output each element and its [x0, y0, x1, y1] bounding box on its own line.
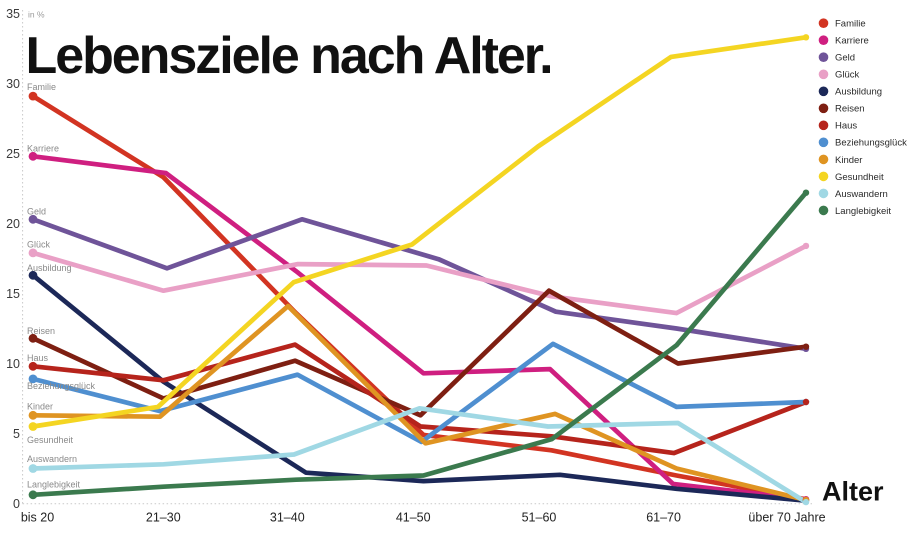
- svg-text:10: 10: [6, 357, 20, 371]
- svg-text:Karriere: Karriere: [27, 144, 59, 154]
- svg-text:25: 25: [6, 147, 20, 161]
- svg-text:über 70 Jahre: über 70 Jahre: [748, 511, 825, 525]
- svg-text:Haus: Haus: [835, 121, 857, 132]
- svg-text:31–40: 31–40: [270, 511, 305, 525]
- svg-text:Ausbildung: Ausbildung: [27, 263, 72, 273]
- svg-text:Karriere: Karriere: [835, 36, 869, 47]
- svg-text:Haus: Haus: [27, 353, 49, 363]
- svg-text:Beziehungsglück: Beziehungsglück: [27, 381, 96, 391]
- svg-text:30: 30: [6, 77, 20, 91]
- svg-text:Reisen: Reisen: [835, 104, 865, 115]
- svg-text:Geld: Geld: [835, 53, 855, 64]
- svg-text:51–60: 51–60: [522, 511, 557, 525]
- svg-text:35: 35: [6, 7, 20, 21]
- svg-text:Ausbildung: Ausbildung: [835, 87, 882, 98]
- svg-text:41–50: 41–50: [396, 511, 431, 525]
- svg-text:Familie: Familie: [835, 19, 866, 30]
- svg-text:Geld: Geld: [27, 207, 46, 217]
- svg-text:Glück: Glück: [835, 70, 860, 81]
- svg-text:Familie: Familie: [27, 82, 56, 92]
- svg-text:Auswandern: Auswandern: [835, 189, 888, 200]
- svg-text:Lebensziele nach Alter.: Lebensziele nach Alter.: [26, 27, 552, 85]
- svg-text:Kinder: Kinder: [835, 155, 862, 166]
- svg-text:0: 0: [13, 497, 20, 511]
- svg-text:Auswandern: Auswandern: [27, 454, 77, 464]
- svg-text:Langlebigkeit: Langlebigkeit: [27, 480, 81, 490]
- svg-text:61–70: 61–70: [646, 511, 681, 525]
- svg-text:Alter: Alter: [822, 477, 884, 507]
- svg-text:Kinder: Kinder: [27, 402, 53, 412]
- svg-text:21–30: 21–30: [146, 511, 181, 525]
- svg-text:Langlebigkeit: Langlebigkeit: [835, 206, 891, 217]
- svg-text:Reisen: Reisen: [27, 326, 55, 336]
- svg-text:20: 20: [6, 217, 20, 231]
- svg-text:Gesundheit: Gesundheit: [835, 172, 884, 183]
- svg-text:bis 20: bis 20: [21, 511, 54, 525]
- svg-text:5: 5: [13, 427, 20, 441]
- svg-text:Glück: Glück: [27, 240, 51, 250]
- svg-text:Beziehungsglück: Beziehungsglück: [835, 138, 907, 149]
- svg-text:Gesundheit: Gesundheit: [27, 435, 74, 445]
- svg-text:15: 15: [6, 287, 20, 301]
- svg-text:in %: in %: [28, 10, 45, 20]
